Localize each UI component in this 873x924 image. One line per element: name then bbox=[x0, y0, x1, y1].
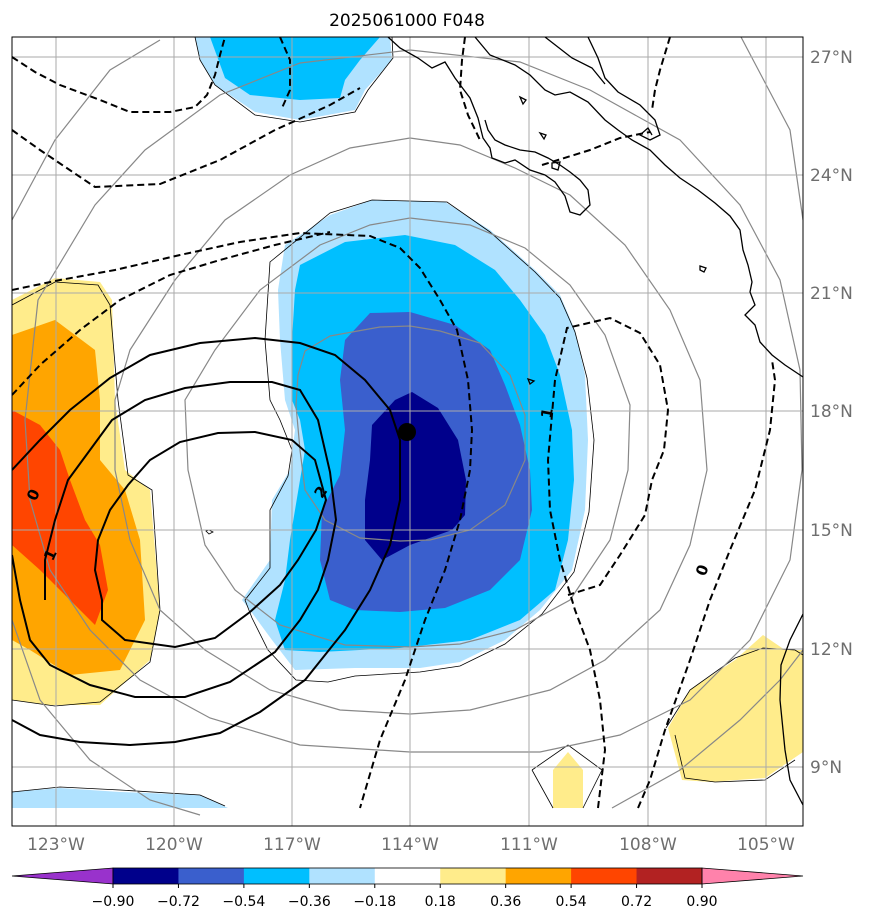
lon-label-108w: 108°W bbox=[619, 835, 677, 855]
storm-center-marker bbox=[398, 423, 416, 441]
negative-area-072 bbox=[365, 392, 466, 560]
colorbar-segment bbox=[178, 868, 245, 884]
colorbar-border bbox=[112, 867, 703, 885]
contour-label-zero-right: 0 bbox=[692, 562, 712, 578]
lat-label-21n: 21°N bbox=[810, 284, 853, 304]
thin-contours bbox=[12, 37, 803, 809]
plot-area: 0 1 2 1 0 bbox=[12, 37, 803, 826]
solid-contours bbox=[12, 336, 401, 747]
colorbar-segment bbox=[571, 868, 638, 884]
colorbar-segment bbox=[505, 868, 572, 884]
colorbar-segment bbox=[636, 868, 703, 884]
coastline bbox=[387, 37, 803, 806]
colorbar-segment bbox=[440, 868, 507, 884]
negative-area-018-south bbox=[12, 788, 228, 808]
lon-label-123w: 123°W bbox=[27, 835, 85, 855]
lon-label-111w: 111°W bbox=[500, 835, 558, 855]
lat-label-12n: 12°N bbox=[810, 640, 853, 660]
plot-border bbox=[11, 36, 804, 827]
colorbar-segment bbox=[243, 868, 310, 884]
lat-label-18n: 18°N bbox=[810, 402, 853, 422]
lat-label-9n: 9°N bbox=[810, 758, 842, 778]
lat-label-27n: 27°N bbox=[810, 48, 853, 68]
colorbar-tick-label: 0.90 bbox=[686, 894, 717, 910]
longitude-labels: 123°W 120°W 117°W 114°W 111°W 108°W 105°… bbox=[27, 835, 795, 855]
colorbar-tick-label: −0.72 bbox=[157, 894, 200, 910]
contour-label-one-right: 1 bbox=[537, 406, 557, 419]
colorbar-tick-label: 0.36 bbox=[490, 894, 521, 910]
lon-label-120w: 120°W bbox=[145, 835, 203, 855]
lat-label-24n: 24°N bbox=[810, 166, 853, 186]
colorbar-tick-label: 0.18 bbox=[425, 894, 456, 910]
colorbar-segment bbox=[309, 868, 376, 884]
lon-label-117w: 117°W bbox=[263, 835, 321, 855]
lon-label-105w: 105°W bbox=[737, 835, 795, 855]
positive-area-054 bbox=[12, 410, 108, 625]
colorbar-tick-label: −0.18 bbox=[353, 894, 396, 910]
negative-area-036-north bbox=[210, 37, 380, 100]
positive-area-018-east bbox=[668, 635, 803, 782]
colorbar-tick-label: 0.54 bbox=[556, 894, 587, 910]
lon-label-114w: 114°W bbox=[381, 835, 439, 855]
colorbar-tick-label: −0.54 bbox=[222, 894, 265, 910]
colorbar-tick-label: 0.72 bbox=[621, 894, 652, 910]
colorbar-tick-label: −0.36 bbox=[288, 894, 331, 910]
latitude-labels: 27°N 24°N 21°N 18°N 15°N 12°N 9°N bbox=[810, 48, 853, 778]
dashed-contours bbox=[12, 37, 777, 809]
colorbar-extend-high bbox=[701, 867, 804, 885]
colorbar-segment bbox=[374, 868, 441, 884]
radial-circles bbox=[12, 37, 803, 816]
colorbar-segment bbox=[113, 868, 179, 884]
colorbar-tick-label: −0.90 bbox=[92, 894, 135, 910]
positive-area-018-small bbox=[553, 752, 583, 808]
map-title: 2025061000 F048 bbox=[329, 11, 485, 31]
colorbar-extend-low bbox=[11, 867, 114, 885]
lat-label-15n: 15°N bbox=[810, 521, 853, 541]
colorbar: −0.90 −0.72 −0.54 −0.36 −0.18 0.18 0.36 0.54 0.7… bbox=[11, 867, 804, 910]
